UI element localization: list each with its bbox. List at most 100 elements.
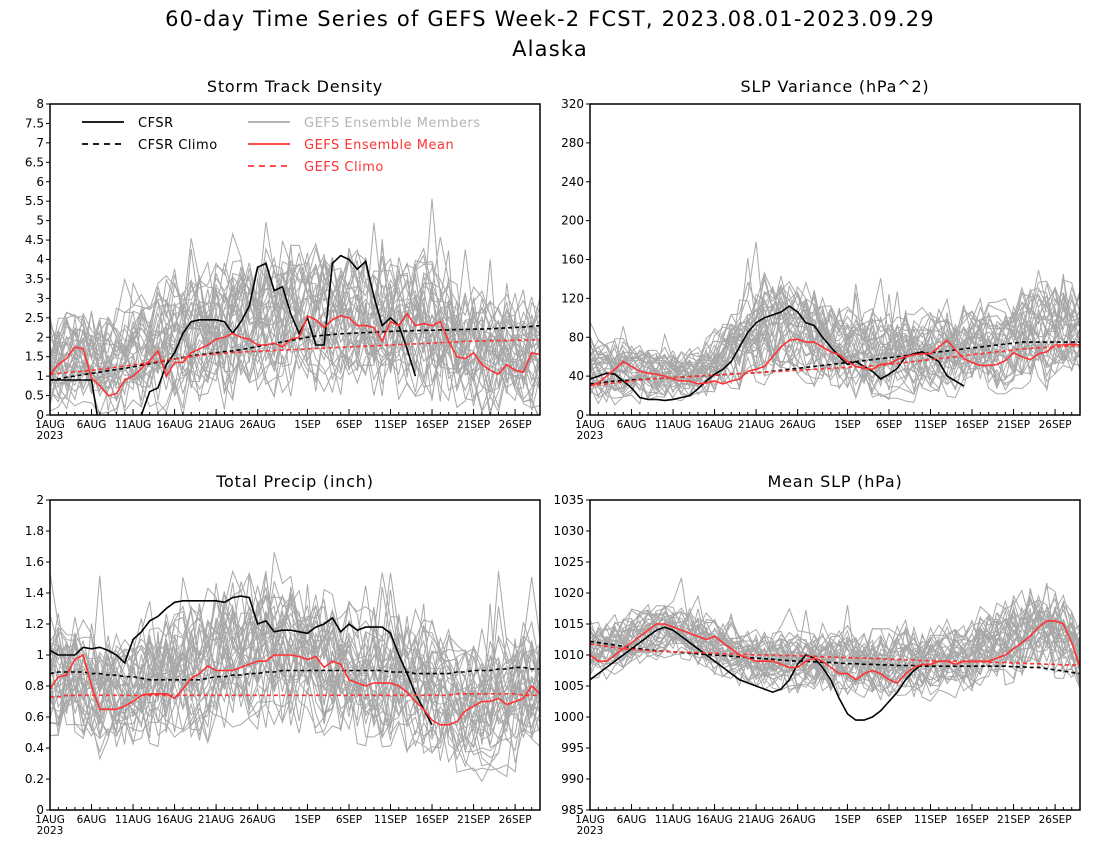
ensemble-member-line	[50, 589, 540, 726]
y-tick-label: 1	[36, 648, 44, 662]
x-tick-label: 1AUG	[35, 419, 65, 431]
y-tick-label: 240	[561, 175, 584, 189]
legend-gefs-climo: GEFS Climo	[248, 160, 384, 175]
ensemble-member-line	[590, 310, 1080, 391]
ensemble-members-slp-variance	[590, 241, 1080, 406]
ensemble-member-line	[50, 584, 540, 727]
ensemble-member-line	[50, 306, 540, 412]
x-tick-label: 26AUG	[239, 419, 275, 431]
y-tick-label: 4	[36, 253, 44, 267]
series-gefs-climo-total-precip	[50, 692, 540, 698]
y-tick-label: 5.5	[25, 194, 44, 208]
ensemble-member-line	[50, 652, 540, 767]
ensemble-members-mean-slp	[590, 577, 1080, 702]
legend-cfsr: CFSR	[82, 116, 173, 131]
chart-title-mean-slp: Mean SLP (hPa)	[767, 472, 902, 491]
figure-title-line1: 60-day Time Series of GEFS Week-2 FCST, …	[165, 7, 935, 31]
y-tick-label: 7	[36, 136, 44, 150]
y-tick-label: 1.5	[25, 350, 44, 364]
ensemble-member-line	[590, 603, 1080, 679]
y-tick-label: 160	[561, 253, 584, 267]
ensemble-member-line	[50, 295, 540, 385]
x-year-label: 2023	[37, 825, 64, 837]
ensemble-member-line	[590, 275, 1080, 373]
y-tick-label: 4.5	[25, 233, 44, 247]
x-tick-label: 6SEP	[876, 419, 902, 431]
legend-gefs-members-label: GEFS Ensemble Members	[304, 116, 481, 131]
y-tick-label: 995	[561, 741, 584, 755]
ensemble-member-line	[590, 594, 1080, 670]
x-tick-label: 11SEP	[914, 419, 947, 431]
x-tick-label: 21AUG	[198, 419, 234, 431]
x-tick-label: 21AUG	[738, 419, 774, 431]
plot-area-total-precip	[50, 552, 540, 783]
y-tick-label: 1035	[553, 493, 584, 507]
ensemble-member-line	[50, 316, 540, 415]
x-tick-label: 11SEP	[374, 419, 407, 431]
legend-gefs-members: GEFS Ensemble Members	[248, 116, 481, 131]
ensemble-member-line	[590, 603, 1080, 680]
plot-area-storm-track-density	[50, 198, 540, 415]
chart-storm-track-density: Storm Track Density 0 0.5 1 1.5 2 2.5 3 3.5 4 4.5 5…	[25, 77, 541, 442]
y-tick-label: 1.2	[25, 617, 44, 631]
ensemble-member-line	[50, 315, 540, 409]
y-tick-label: 990	[561, 772, 584, 786]
x-tick-label: 21SEP	[457, 419, 490, 431]
legend-gefs-mean-label: GEFS Ensemble Mean	[304, 138, 454, 153]
y-tick-label: 1	[36, 369, 44, 383]
y-tick-label: 2.5	[25, 311, 44, 325]
ensemble-member-line	[590, 598, 1080, 668]
series-gefs-ensemble-mean-total-precip	[50, 653, 540, 726]
y-tick-label: 0.2	[25, 772, 44, 786]
ensemble-member-line	[50, 261, 540, 390]
x-tick-label: 6SEP	[336, 814, 362, 826]
legend: CFSR CFSR Climo GEFS Ensemble Members GEFS …	[82, 116, 481, 175]
y-tick-label: 1.8	[25, 524, 44, 538]
chart-title-storm-track-density: Storm Track Density	[207, 77, 383, 96]
y-tick-label: 80	[569, 330, 584, 344]
ensemble-members-storm-track-density	[50, 198, 540, 415]
x-tick-label: 16SEP	[956, 419, 989, 431]
y-tick-label: 6.5	[25, 155, 44, 169]
x-tick-label: 26SEP	[1039, 814, 1072, 826]
series-gefs-ensemble-mean-storm-track-density	[50, 312, 540, 397]
y-tick-label: 1005	[553, 679, 584, 693]
x-tick-label: 16AUG	[696, 814, 732, 826]
y-tick-label: 1.4	[25, 586, 44, 600]
figure-title: 60-day Time Series of GEFS Week-2 FCST, …	[0, 4, 1100, 64]
x-tick-label: 6SEP	[876, 814, 902, 826]
y-tick-label: 6	[36, 175, 44, 189]
ensemble-member-line	[590, 323, 1080, 396]
ensemble-member-line	[50, 647, 540, 783]
ensemble-member-line	[590, 290, 1080, 373]
x-tick-label: 21AUG	[198, 814, 234, 826]
x-tick-label: 6AUG	[77, 419, 107, 431]
legend-cfsr-climo-label: CFSR Climo	[138, 138, 218, 153]
y-tick-label: 0	[36, 803, 44, 817]
ensemble-member-line	[590, 292, 1080, 383]
ensemble-member-line	[590, 274, 1080, 371]
legend-gefs-climo-label: GEFS Climo	[304, 160, 384, 175]
x-tick-label: 1SEP	[294, 814, 320, 826]
ensemble-member-line	[50, 569, 540, 692]
x-tick-label: 26SEP	[1039, 419, 1072, 431]
x-tick-label: 26AUG	[239, 814, 275, 826]
ensemble-member-line	[590, 589, 1080, 661]
series-gefs-ensemble-mean-mean-slp	[590, 620, 1080, 684]
y-tick-label: 120	[561, 291, 584, 305]
x-tick-label: 11AUG	[655, 814, 691, 826]
x-tick-label: 26SEP	[499, 814, 532, 826]
y-tick-label: 7.5	[25, 116, 44, 130]
y-tick-label: 3	[36, 291, 44, 305]
chart-title-slp-variance: SLP Variance (hPa^2)	[741, 77, 930, 96]
y-tick-label: 5	[36, 214, 44, 228]
ensemble-member-line	[50, 651, 540, 763]
x-tick-label: 16SEP	[416, 814, 449, 826]
x-tick-label: 1AUG	[575, 814, 605, 826]
y-tick-label: 0.6	[25, 710, 44, 724]
ensemble-member-line	[50, 252, 540, 369]
x-tick-label: 16AUG	[156, 419, 192, 431]
x-tick-label: 1SEP	[834, 814, 860, 826]
x-tick-label: 26AUG	[779, 419, 815, 431]
ensemble-member-line	[50, 198, 540, 360]
